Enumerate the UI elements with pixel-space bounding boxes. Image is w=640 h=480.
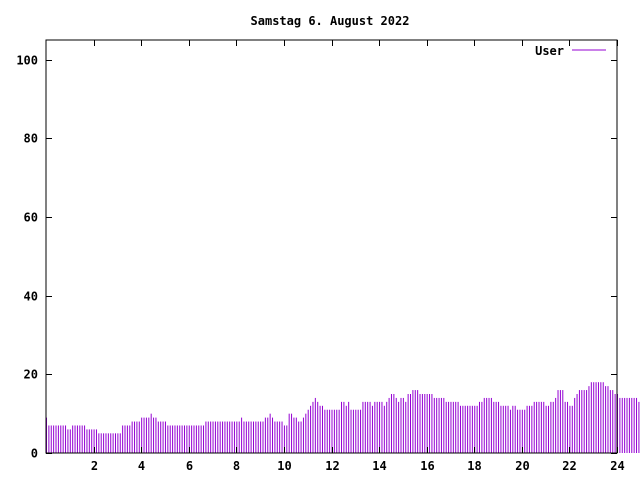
x-tick-label: 8 — [233, 459, 240, 473]
x-tick-label: 24 — [610, 459, 624, 473]
chart-title: Samstag 6. August 2022 — [251, 14, 410, 28]
x-tick-label: 22 — [562, 459, 576, 473]
x-tick-label: 6 — [186, 459, 193, 473]
x-tick-label: 20 — [515, 459, 529, 473]
legend-label-user: User — [535, 44, 564, 58]
y-tick-label: 40 — [24, 290, 38, 304]
y-tick-label: 60 — [24, 211, 38, 225]
x-tick-label: 18 — [467, 459, 481, 473]
x-tick-label: 10 — [277, 459, 291, 473]
y-tick-label: 100 — [16, 54, 38, 68]
x-tick-label: 4 — [138, 459, 145, 473]
x-tick-label: 12 — [325, 459, 339, 473]
bar-series-user — [46, 382, 640, 453]
y-tick-label: 0 — [31, 447, 38, 461]
x-tick-label: 2 — [91, 459, 98, 473]
y-tick-label: 80 — [24, 132, 38, 146]
x-tick-label: 16 — [420, 459, 434, 473]
x-tick-label: 14 — [372, 459, 386, 473]
y-tick-label: 20 — [24, 368, 38, 382]
plot-frame — [45, 39, 618, 454]
legend: User — [535, 44, 606, 58]
